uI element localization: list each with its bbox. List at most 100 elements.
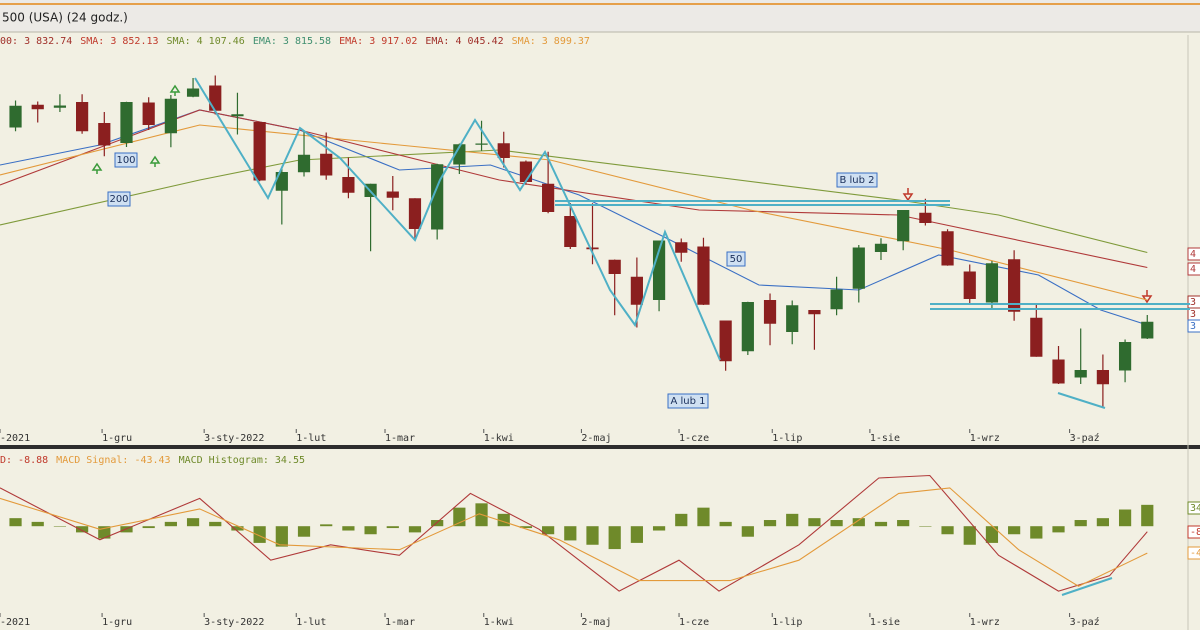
annotation: 200	[109, 194, 128, 205]
candle-body	[786, 305, 799, 332]
candle-body	[763, 300, 777, 324]
annotation: 50	[730, 254, 743, 265]
histogram-bar	[719, 521, 732, 527]
candle-body	[453, 144, 466, 165]
candle-body	[963, 271, 976, 299]
histogram-bar	[297, 526, 311, 537]
annotation: B lub 2	[839, 175, 874, 186]
indicator-line	[0, 474, 1148, 592]
candle-body	[98, 123, 111, 146]
candle-body	[1074, 370, 1087, 378]
histogram-bar	[1008, 526, 1021, 535]
histogram-bar	[1141, 504, 1154, 527]
candle-body	[386, 191, 399, 198]
panel-separator	[0, 445, 1200, 449]
candle-body	[253, 122, 266, 181]
indicator-line	[0, 149, 1148, 254]
candle-body	[564, 216, 577, 247]
histogram-bar	[919, 526, 932, 527]
arrows	[91, 84, 1153, 304]
histogram-bar	[985, 526, 999, 543]
candle-body	[741, 302, 754, 352]
candle-body	[652, 240, 666, 300]
histogram-bar	[1030, 526, 1043, 539]
histogram-bar	[320, 524, 333, 527]
x-tick-label: 1-kwi	[484, 433, 514, 444]
price-tag-label: 3	[1190, 297, 1196, 308]
price-tag-label: 34	[1190, 503, 1200, 514]
candle-body	[608, 259, 621, 274]
annotation-box	[726, 251, 746, 267]
histogram-bar	[564, 526, 577, 541]
histogram-bar	[852, 518, 865, 527]
x-tick-label: 2-maj	[581, 617, 611, 628]
candle-body	[1030, 317, 1043, 357]
candle-body	[852, 247, 865, 289]
x-tick-label: 1-mar	[385, 433, 415, 444]
annotation-box	[836, 172, 878, 188]
candle-body	[76, 102, 89, 132]
histogram-bar	[786, 513, 799, 527]
candle-body	[186, 88, 200, 97]
x-tick-label: -2021	[0, 617, 30, 628]
candle-body	[1141, 321, 1154, 339]
candle-body	[830, 289, 843, 310]
x-tick-label: 1-cze	[679, 617, 709, 628]
candle-body	[874, 243, 888, 252]
histogram-bar	[209, 521, 222, 527]
candle-body	[808, 310, 821, 315]
x-tick-label: -2021	[0, 433, 30, 444]
histogram-bar	[453, 507, 466, 527]
x-tick-label: 1-lip	[772, 433, 802, 444]
histogram-bar	[1118, 509, 1132, 527]
divergence-line	[1057, 392, 1106, 409]
candle-body	[897, 210, 910, 242]
down-arrow	[902, 188, 914, 202]
histogram-bar	[364, 526, 377, 535]
candle-body	[1096, 370, 1109, 385]
histogram-bar	[9, 518, 22, 527]
window-title: 500 (USA) (24 godz.)	[2, 11, 128, 25]
legend-entry: SMA: 3 899.37	[512, 36, 590, 47]
annotation-box	[114, 152, 138, 168]
wave-lines	[194, 77, 1190, 596]
legend-entry: D: -8.88	[0, 455, 48, 466]
x-tick-label: 1-lut	[296, 617, 326, 628]
candle-body	[919, 212, 932, 223]
price-tag-label: 3	[1190, 309, 1196, 320]
histogram-bar	[186, 518, 200, 527]
x-tick-label: 1-wrz	[970, 617, 1000, 628]
histogram-bar	[408, 526, 422, 533]
x-tick-label: 1-gru	[102, 433, 132, 444]
legend-entry: MACD Histogram: 34.55	[179, 455, 305, 466]
x-tick-label: 3-sty-2022	[204, 617, 264, 628]
price-tag-label: -4	[1190, 548, 1200, 559]
histogram-bar	[697, 507, 710, 527]
candle-body	[142, 102, 155, 125]
legend-entry: EMA: 3 917.02	[339, 36, 417, 47]
histogram-bar	[342, 526, 355, 531]
legend-entry: SMA: 4 107.46	[167, 36, 245, 47]
x-tick-label: 1-lut	[296, 433, 326, 444]
x-tick-label: 3-paź	[1070, 616, 1100, 628]
histogram-bar	[275, 526, 288, 547]
annotation-box	[667, 393, 709, 409]
indicator-line	[0, 487, 1148, 587]
histogram-bar	[874, 521, 888, 527]
histogram-bar	[586, 526, 599, 545]
price-tag	[1187, 319, 1200, 333]
candle-body	[31, 104, 44, 110]
x-tick-label: 1-sie	[870, 617, 900, 628]
histogram-bar	[142, 526, 155, 529]
histogram-bar	[608, 526, 621, 550]
x-tick-label: 3-sty-2022	[204, 433, 264, 444]
candle-body	[697, 246, 710, 305]
legend-entry: EMA: 4 045.42	[425, 36, 503, 47]
x-tick-label: 2-maj	[581, 433, 611, 444]
histogram-bar	[652, 526, 666, 531]
histogram-bar	[386, 526, 399, 529]
candle-body	[209, 85, 222, 111]
candle-body	[586, 247, 599, 250]
histogram-bar	[1052, 526, 1065, 533]
